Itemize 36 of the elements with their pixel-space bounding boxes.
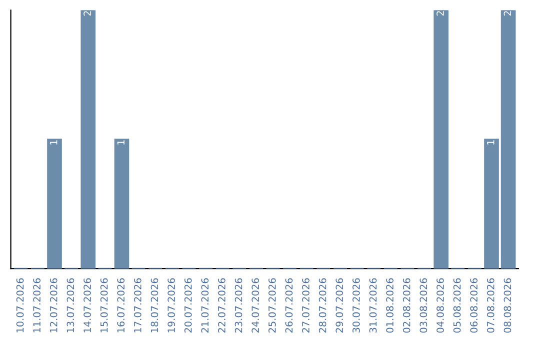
- x-tick-label: 31.07.2026: [369, 278, 377, 333]
- data-label: 2: [504, 11, 511, 16]
- x-tick-label: 14.07.2026: [84, 278, 91, 332]
- data-label: 1: [487, 140, 494, 145]
- x-tick-label: 08.08.2026: [504, 278, 512, 333]
- x-tick-label: 03.08.2026: [420, 278, 428, 333]
- x-tick-label: 12.07.2026: [50, 278, 58, 332]
- x-tick-label: 23.07.2026: [234, 278, 242, 333]
- x-tick-label: 26.07.2026: [285, 278, 293, 333]
- x-tick-label: 21.07.2026: [201, 278, 209, 333]
- x-tick-label: 24.07.2026: [252, 278, 260, 333]
- x-tick-label: 06.08.2026: [470, 278, 478, 333]
- x-tick-label: 25.07.2026: [268, 278, 276, 333]
- x-tick-label: 01.08.2026: [386, 278, 394, 333]
- x-tick-label: 22.07.2026: [218, 278, 226, 333]
- x-tick-label: 30.07.2026: [352, 278, 360, 333]
- x-tick-label: 28.07.2026: [318, 278, 326, 333]
- data-label: 1: [117, 140, 124, 145]
- x-tick-label: 18.07.2026: [150, 278, 158, 332]
- x-tick-label: 19.07.2026: [168, 278, 175, 332]
- x-tick-label: 05.08.2026: [453, 278, 461, 333]
- x-tick-label: 10.07.2026: [16, 278, 24, 332]
- x-tick-label: 07.08.2026: [486, 278, 494, 333]
- x-tick-label: 29.07.2026: [336, 278, 344, 333]
- x-tick-label: 20.07.2026: [184, 278, 192, 333]
- x-tick-label: 17.07.2026: [134, 278, 142, 332]
- x-tick-label: 16.07.2026: [117, 278, 125, 332]
- x-tick-label: 27.07.2026: [302, 278, 310, 333]
- data-label: 1: [50, 140, 58, 145]
- x-tick-label: 11.07.2026: [33, 278, 41, 332]
- x-tick-label: 15.07.2026: [100, 278, 108, 332]
- x-tick-label: 13.07.2026: [66, 278, 74, 332]
- x-tick-label: 02.08.2026: [402, 278, 410, 333]
- x-tick-label: 04.08.2026: [436, 278, 444, 333]
- data-label: 2: [84, 11, 91, 16]
- data-label: 2: [436, 11, 444, 16]
